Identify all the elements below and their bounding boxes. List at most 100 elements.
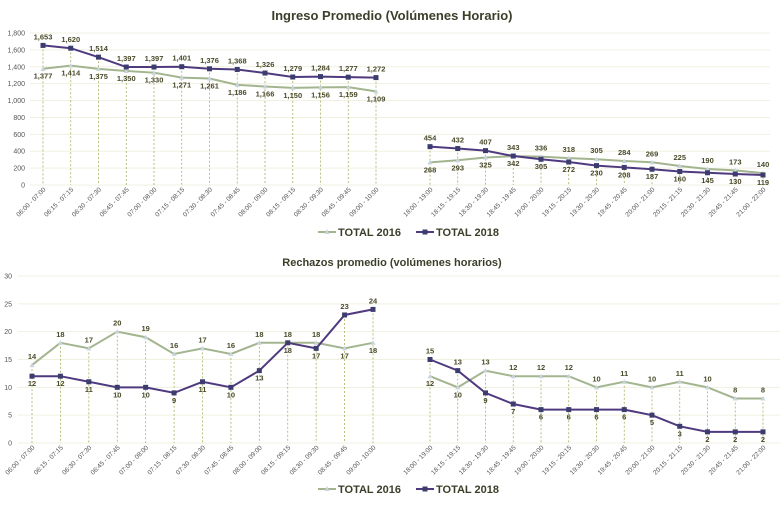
data-label: 1,272 <box>367 65 386 74</box>
y-tick-label: 1,600 <box>7 47 25 54</box>
data-label: 12 <box>56 379 64 388</box>
data-label: 225 <box>673 153 686 162</box>
data-point-2016 <box>207 76 212 81</box>
data-label: 1,271 <box>172 81 191 90</box>
data-point-2016 <box>594 384 599 390</box>
y-tick-label: 400 <box>13 149 25 156</box>
data-point-2018 <box>649 166 655 172</box>
data-label: 1,284 <box>311 64 331 73</box>
data-label: 10 <box>454 390 462 399</box>
y-tick-label: 5 <box>8 413 12 420</box>
legend-entry: TOTAL 2016 <box>338 484 401 496</box>
data-point-2018 <box>455 146 461 152</box>
chart-1: Ingreso Promedio (Volúmenes Horario) 0 200… <box>7 8 770 239</box>
y-tick-label: 800 <box>13 115 25 122</box>
data-label: 18 <box>255 330 263 339</box>
data-label: 325 <box>479 161 492 170</box>
data-label: 17 <box>340 351 348 360</box>
data-point-2016 <box>455 157 461 163</box>
data-label: 9 <box>483 396 487 405</box>
data-label: 407 <box>479 138 492 147</box>
data-point-2018 <box>621 164 627 170</box>
y-tick-label: 0 <box>8 441 12 448</box>
data-point-2016 <box>40 66 46 71</box>
data-label: 140 <box>757 160 770 169</box>
data-label: 8 <box>733 385 737 394</box>
data-label: 11 <box>199 385 207 394</box>
y-tick-label: 200 <box>13 166 25 173</box>
legend-marker <box>324 229 330 234</box>
data-point-2018 <box>594 407 599 413</box>
data-label: 2 <box>761 435 765 444</box>
data-point-2016 <box>427 159 433 165</box>
data-label: 1,375 <box>89 72 108 81</box>
data-label: 1,159 <box>339 90 358 99</box>
data-label: 12 <box>565 363 573 372</box>
data-label: 12 <box>537 363 545 372</box>
data-point-2018 <box>760 429 766 435</box>
data-label: 23 <box>340 302 348 311</box>
data-point-2018 <box>114 384 120 390</box>
data-label: 1,109 <box>367 94 386 103</box>
data-label: 1,377 <box>34 72 53 81</box>
data-point-2018 <box>538 156 544 162</box>
legend-entry: TOTAL 2016 <box>338 227 401 239</box>
data-point-2018 <box>510 401 516 407</box>
legend-marker <box>422 486 428 492</box>
data-label: 1,326 <box>256 60 275 69</box>
data-label: 17 <box>198 335 206 344</box>
data-point-2016 <box>200 345 205 351</box>
data-point-2016 <box>256 340 262 345</box>
data-point-2018 <box>566 407 572 413</box>
data-label: 342 <box>507 159 520 168</box>
data-label: 12 <box>28 379 36 388</box>
data-point-2018 <box>57 373 63 379</box>
data-label: 1,186 <box>228 88 247 97</box>
data-label: 230 <box>590 169 603 178</box>
data-point-2016 <box>234 82 240 87</box>
data-point-2018 <box>427 144 433 150</box>
data-point-2018 <box>228 384 234 390</box>
data-point-2016 <box>621 158 627 164</box>
data-label: 11 <box>620 369 628 378</box>
data-label: 318 <box>562 145 575 154</box>
data-point-2016 <box>427 373 433 379</box>
data-point-2016 <box>455 384 461 390</box>
data-label: 13 <box>255 374 263 383</box>
data-point-2018 <box>285 340 291 346</box>
data-point-2016 <box>483 368 488 373</box>
data-label: 13 <box>481 358 489 367</box>
data-point-2018 <box>262 70 268 76</box>
data-label: 1,350 <box>117 74 136 83</box>
data-point-2018 <box>290 74 296 80</box>
data-point-2018 <box>483 148 488 154</box>
data-point-2018 <box>68 45 74 51</box>
data-label: 6 <box>567 413 571 422</box>
data-point-2016 <box>86 345 92 351</box>
data-point-2016 <box>760 395 766 401</box>
data-label: 1,401 <box>172 54 191 63</box>
data-label: 1,261 <box>200 82 219 91</box>
data-label: 454 <box>424 134 437 143</box>
data-label: 10 <box>113 390 121 399</box>
data-point-2016 <box>114 329 120 334</box>
data-point-2016 <box>96 66 101 71</box>
data-point-2016 <box>345 84 351 90</box>
data-label: 14 <box>28 352 37 361</box>
data-label: 208 <box>618 170 631 179</box>
data-label: 10 <box>592 374 600 383</box>
data-point-2016 <box>29 362 35 368</box>
data-point-2016 <box>621 379 627 384</box>
data-label: 293 <box>451 163 464 172</box>
data-label: 10 <box>648 374 656 383</box>
data-label: 1,376 <box>200 56 219 65</box>
x-tick-label: 21:00 - 22:00 <box>735 444 767 476</box>
data-point-2016 <box>483 155 488 160</box>
legend-marker <box>324 486 330 491</box>
data-point-2018 <box>370 306 376 312</box>
data-label: 10 <box>141 390 149 399</box>
data-point-2016 <box>57 340 63 345</box>
data-label: 187 <box>646 172 659 181</box>
y-tick-label: 0 <box>21 183 25 190</box>
y-tick-label: 600 <box>13 132 25 139</box>
